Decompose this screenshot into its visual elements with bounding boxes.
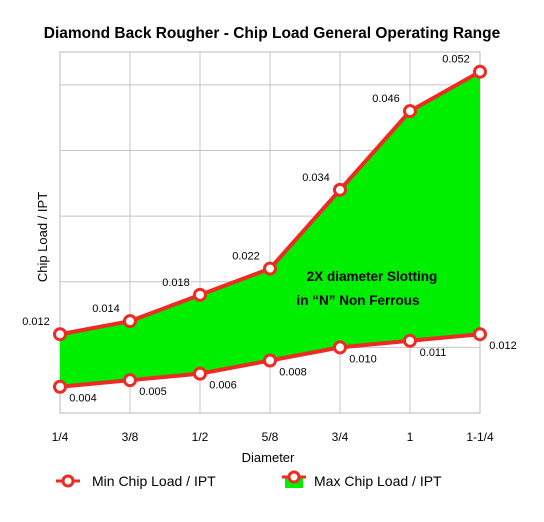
min-point-4 (333, 340, 347, 355)
max-data-label-0: 0.012 (22, 316, 50, 328)
min-data-label-4: 0.010 (349, 353, 377, 365)
max-data-label-6: 0.052 (442, 54, 470, 66)
min-data-label-3: 0.008 (279, 366, 307, 378)
x-tick-label-4: 3/4 (332, 430, 349, 444)
x-tick-labels: 1/4 3/8 1/2 5/8 3/4 1 1-1/4 (52, 430, 494, 444)
max-point-4 (333, 182, 347, 197)
x-axis-title: Diameter (242, 450, 295, 465)
min-point-2 (193, 366, 207, 381)
legend-item-min: Min Chip Load / IPT (56, 473, 216, 489)
min-data-label-1: 0.005 (139, 386, 167, 398)
range-fill (60, 71, 480, 387)
x-tick-label-5: 1 (407, 430, 414, 444)
min-data-label-0: 0.004 (69, 393, 97, 405)
min-data-label-5: 0.011 (420, 347, 447, 359)
min-data-label-2: 0.006 (209, 380, 237, 392)
min-point-6 (473, 327, 487, 342)
max-point-1 (123, 314, 137, 329)
annotation-line-2: in “N” Non Ferrous (296, 293, 419, 308)
max-data-label-4: 0.034 (302, 172, 330, 184)
max-point-0 (53, 327, 67, 342)
x-tick-label-2: 1/2 (192, 430, 209, 444)
max-point-5 (403, 104, 417, 119)
max-point-6 (473, 64, 487, 79)
series-points (53, 64, 487, 394)
min-point-3 (263, 353, 277, 368)
legend-label-min: Min Chip Load / IPT (92, 473, 216, 489)
max-data-label-2: 0.018 (162, 277, 190, 289)
legend-marker-min (61, 474, 75, 488)
x-tick-label-3: 5/8 (262, 430, 279, 444)
min-point-1 (123, 373, 137, 388)
chart-title: Diamond Back Rougher - Chip Load General… (44, 25, 501, 42)
max-data-label-1: 0.014 (92, 303, 120, 315)
min-point-5 (403, 333, 417, 348)
x-tick-label-0: 1/4 (52, 430, 69, 444)
annotation-line-1: 2X diameter Slotting (307, 269, 438, 284)
x-tick-label-1: 3/8 (122, 430, 139, 444)
max-data-label-3: 0.022 (232, 251, 260, 263)
x-tick-label-6: 1-1/4 (466, 430, 494, 444)
range-area (60, 71, 480, 387)
y-axis-title: Chip Load / IPT (35, 192, 50, 282)
min-point-0 (53, 379, 67, 394)
max-point-2 (193, 287, 207, 302)
legend-label-max: Max Chip Load / IPT (314, 473, 442, 489)
max-data-label-5: 0.046 (372, 93, 400, 105)
legend: Min Chip Load / IPT Max Chip Load / IPT (56, 470, 442, 489)
legend-marker-max (287, 470, 301, 484)
legend-item-max: Max Chip Load / IPT (282, 470, 442, 489)
max-point-3 (263, 261, 277, 276)
data-labels: 0.012 0.014 0.018 0.022 0.034 0.046 0.052 0.004… (22, 54, 517, 405)
min-data-label-6: 0.012 (489, 340, 517, 352)
